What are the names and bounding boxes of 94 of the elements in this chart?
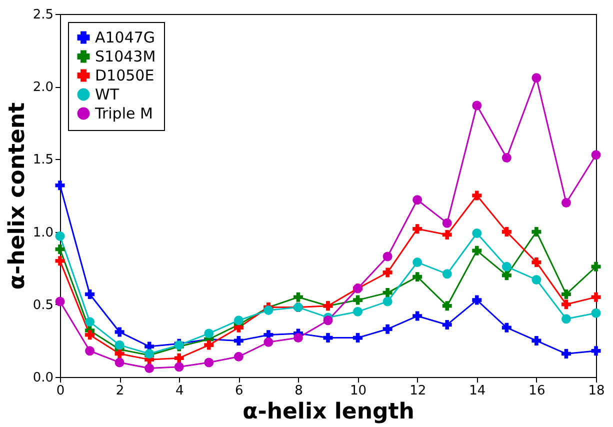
- point: [532, 336, 542, 346]
- x-tick-label: 2: [116, 384, 124, 398]
- legend-label: A1047G: [95, 28, 156, 46]
- point: [591, 262, 601, 272]
- point: [204, 328, 214, 338]
- y-tick-label: 0.5: [32, 298, 54, 313]
- x-tick-label: 8: [294, 384, 303, 398]
- x-tick-label: 4: [175, 384, 184, 398]
- x-tick-label: 6: [235, 384, 244, 398]
- point: [532, 274, 542, 284]
- point: [114, 327, 124, 337]
- y-axis-title: α-helix content: [4, 102, 30, 290]
- point: [323, 333, 333, 343]
- point: [561, 289, 571, 299]
- point: [85, 317, 95, 327]
- point: [174, 362, 184, 372]
- point: [204, 358, 214, 368]
- point: [264, 305, 274, 315]
- point: [353, 306, 363, 316]
- point: [412, 224, 422, 234]
- legend-label: Triple M: [94, 104, 153, 122]
- point: [502, 262, 512, 272]
- point: [561, 300, 571, 310]
- point: [382, 252, 392, 262]
- point: [502, 153, 512, 162]
- point: [174, 353, 184, 363]
- point: [412, 272, 422, 282]
- point: [353, 333, 363, 343]
- point: [114, 358, 124, 368]
- legend-label: WT: [95, 86, 120, 104]
- point: [382, 268, 392, 278]
- point: [442, 218, 452, 228]
- point: [502, 322, 512, 332]
- point: [561, 349, 571, 359]
- point: [85, 289, 95, 299]
- x-tick-label: 14: [469, 384, 486, 398]
- y-tick-label: 2.0: [32, 80, 54, 96]
- point: [114, 349, 124, 359]
- y-tick-label: 2.5: [32, 8, 54, 22]
- x-axis-title: α-helix length: [242, 400, 414, 424]
- point: [412, 258, 422, 268]
- point: [532, 258, 542, 268]
- y-tick-label: 1.5: [32, 152, 54, 168]
- point: [442, 230, 452, 240]
- point: [472, 295, 482, 305]
- point: [442, 320, 452, 330]
- point: [591, 346, 601, 356]
- point: [442, 269, 452, 279]
- point: [382, 288, 392, 298]
- point: [234, 336, 244, 346]
- legend-label: D1050E: [95, 66, 154, 84]
- point: [382, 324, 392, 334]
- point: [264, 337, 274, 347]
- x-tick-label: 10: [350, 384, 367, 398]
- point: [412, 195, 422, 205]
- point: [382, 296, 392, 306]
- legend-label: S1043M: [95, 48, 156, 66]
- point: [532, 73, 542, 83]
- point: [591, 292, 601, 302]
- point: [532, 227, 542, 237]
- point: [412, 311, 422, 321]
- point: [502, 270, 512, 280]
- point: [55, 180, 65, 190]
- y-tick-label: 1.0: [32, 225, 54, 240]
- point: [472, 100, 482, 110]
- y-tick-label: 0.0: [32, 370, 54, 386]
- point: [55, 244, 65, 254]
- point: [234, 316, 244, 326]
- point: [472, 190, 482, 200]
- point: [472, 228, 482, 238]
- point: [293, 292, 303, 302]
- point: [442, 301, 452, 311]
- point: [561, 314, 571, 324]
- point: [502, 227, 512, 237]
- x-tick-label: 18: [588, 384, 605, 398]
- point: [55, 256, 65, 266]
- point: [114, 340, 124, 350]
- point: [85, 330, 95, 340]
- point: [204, 340, 214, 350]
- point: [561, 198, 571, 208]
- point: [472, 246, 482, 256]
- point: [55, 296, 65, 306]
- x-tick-label: 12: [410, 384, 426, 398]
- x-tick-label: 0: [56, 384, 65, 398]
- point: [85, 346, 95, 356]
- point: [144, 364, 154, 374]
- x-tick-label: 16: [528, 384, 546, 398]
- point: [293, 333, 303, 343]
- point: [55, 231, 65, 241]
- point: [591, 150, 601, 160]
- point: [591, 308, 601, 318]
- point: [234, 352, 244, 362]
- point: [353, 295, 363, 305]
- point: [323, 316, 333, 326]
